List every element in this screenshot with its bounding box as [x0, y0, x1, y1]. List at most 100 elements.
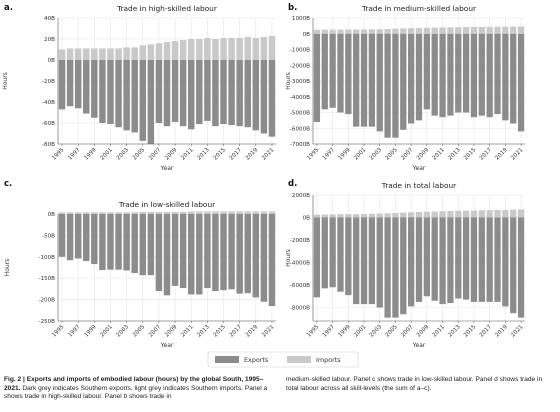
bar-imports	[368, 29, 376, 34]
y-tick-label: -7000B	[290, 142, 310, 148]
bar-imports	[462, 27, 470, 34]
x-tick-label: 2017	[229, 324, 244, 339]
bar-exports	[329, 217, 336, 288]
figure-caption-label: Fig. 2 | Exports and imports of embodied…	[4, 376, 264, 392]
bar-exports	[392, 33, 399, 138]
bar-exports	[187, 60, 195, 130]
x-tick-label: 2011	[180, 324, 195, 339]
bar-imports	[470, 210, 478, 218]
bar-imports	[236, 37, 243, 60]
bar-exports	[353, 217, 360, 305]
bar-imports	[455, 210, 462, 218]
x-tick-label: 2001	[353, 324, 368, 339]
bar-exports	[74, 60, 82, 109]
y-tick-label: 20B	[44, 37, 55, 43]
bar-imports	[204, 37, 211, 60]
bar-imports	[74, 212, 82, 214]
bar-exports	[244, 60, 251, 128]
bar-exports	[115, 60, 122, 128]
figure-caption-left: Fig. 2 | Exports and imports of embodied…	[4, 376, 274, 402]
bar-exports	[408, 217, 415, 307]
y-axis-label: Hours	[285, 72, 292, 90]
bar-exports	[268, 60, 276, 137]
y-tick-label: -3000B	[290, 79, 310, 85]
bar-imports	[83, 212, 90, 214]
bar-imports	[439, 211, 446, 218]
bar-imports	[236, 211, 243, 214]
x-tick-label: 2013	[447, 324, 462, 339]
x-tick-label: 1995	[51, 324, 66, 339]
bar-imports	[107, 48, 114, 60]
x-axis-label: Year	[160, 165, 174, 172]
bar-imports	[353, 29, 360, 34]
bar-imports	[212, 39, 219, 60]
x-tick-label: 2001	[353, 147, 368, 162]
y-tick-label: -4000B	[290, 261, 310, 267]
bar-exports	[58, 214, 66, 257]
bar-imports	[163, 211, 171, 214]
x-tick-label: 2021	[261, 324, 276, 339]
bar-imports	[368, 213, 376, 218]
y-tick-label: 2000B	[292, 193, 310, 199]
bar-exports	[368, 33, 376, 127]
bar-exports	[260, 60, 268, 134]
x-tick-label: 2009	[164, 324, 179, 339]
bar-imports	[478, 26, 485, 34]
y-tick-label: -2000B	[290, 63, 310, 69]
legend: Exports Imports	[207, 351, 359, 368]
bar-exports	[179, 214, 187, 289]
x-tick-label: 2005	[385, 147, 400, 162]
y-axis-label: Hours	[285, 249, 292, 267]
bar-exports	[147, 214, 155, 276]
y-tick-label: 0B	[303, 216, 311, 222]
x-tick-label: 2009	[416, 147, 431, 162]
y-tick-label: -80B	[42, 142, 55, 148]
x-tick-label: 2013	[196, 147, 211, 162]
x-tick-label: 2011	[432, 324, 447, 339]
figure-caption-right: medium-skilled labour. Panel c shows tra…	[286, 376, 552, 393]
bar-imports	[392, 213, 399, 218]
bar-exports	[74, 214, 82, 259]
bar-exports	[376, 217, 383, 308]
y-tick-label: -6000B	[290, 283, 310, 289]
bar-exports	[478, 33, 485, 116]
legend-label-imports: Imports	[316, 356, 341, 364]
x-tick-label: 1997	[322, 147, 337, 162]
y-tick-label: 0B	[48, 212, 56, 218]
bar-exports	[163, 214, 171, 296]
bar-exports	[131, 60, 138, 133]
x-tick-label: 1995	[51, 147, 66, 162]
bar-imports	[99, 48, 106, 60]
bar-imports	[376, 29, 383, 34]
bar-exports	[107, 60, 114, 125]
chart-title: Trade in low-skilled labour	[118, 200, 216, 209]
bar-imports	[337, 29, 344, 34]
bar-exports	[455, 217, 462, 299]
y-tick-label: -250B	[38, 319, 55, 325]
y-tick-label: -6000B	[290, 126, 310, 132]
bar-imports	[329, 29, 336, 34]
bar-exports	[252, 60, 260, 131]
bar-exports	[415, 33, 423, 121]
bar-imports	[163, 42, 171, 60]
legend-frame	[207, 351, 359, 368]
bar-exports	[179, 60, 187, 127]
bar-exports	[187, 214, 195, 295]
bar-exports	[220, 60, 227, 125]
bar-exports	[400, 33, 407, 130]
bar-exports	[171, 60, 179, 122]
y-tick-label: -60B	[42, 121, 55, 127]
bar-exports	[212, 214, 219, 292]
panel-letter: b.	[288, 3, 297, 13]
bar-imports	[171, 41, 179, 60]
x-tick-label: 2005	[132, 147, 147, 162]
bar-exports	[236, 60, 243, 127]
bar-exports	[408, 33, 415, 124]
x-tick-label: 2017	[479, 324, 494, 339]
chart-title: Trade in total labour	[381, 181, 457, 190]
bar-exports	[423, 33, 430, 110]
bar-imports	[147, 211, 155, 214]
bar-imports	[439, 27, 446, 34]
